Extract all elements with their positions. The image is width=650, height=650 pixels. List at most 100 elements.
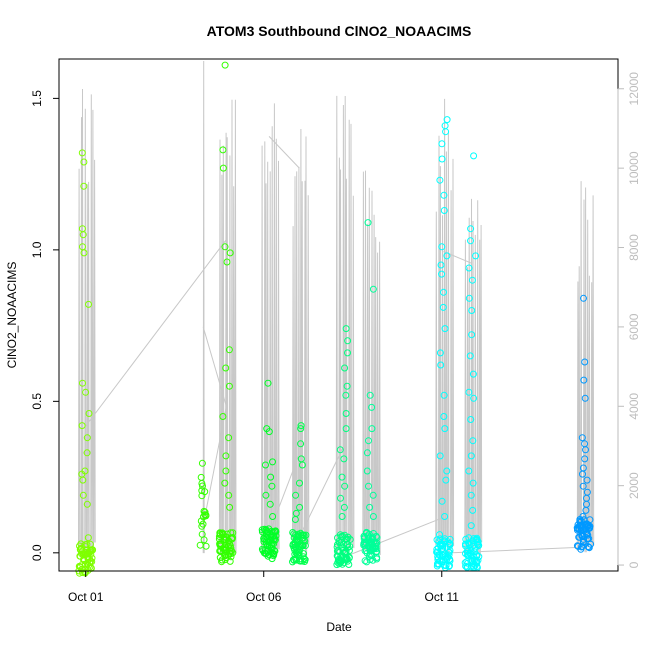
data-point <box>369 513 377 520</box>
data-point <box>271 547 279 555</box>
data-point <box>221 243 229 251</box>
data-point <box>341 482 349 490</box>
data-point <box>196 541 204 549</box>
data-point <box>464 559 472 567</box>
data-point <box>225 382 233 390</box>
data-point <box>467 452 475 460</box>
data-point <box>369 491 377 499</box>
data-point <box>440 191 448 199</box>
data-point <box>222 452 230 460</box>
data-point <box>342 548 350 556</box>
data-point <box>434 544 442 552</box>
data-point <box>443 467 451 475</box>
transit-line <box>268 136 300 169</box>
data-point <box>475 553 483 561</box>
data-points <box>75 61 595 577</box>
data-point <box>266 537 274 545</box>
data-point <box>366 551 374 559</box>
data-point <box>469 370 477 378</box>
data-point <box>83 500 91 508</box>
data-point <box>88 546 96 554</box>
data-point <box>83 434 91 442</box>
data-point <box>221 479 229 487</box>
data-point <box>226 249 234 257</box>
data-point <box>442 476 450 484</box>
data-point <box>336 446 344 454</box>
transit-line <box>268 453 300 534</box>
data-point <box>344 349 351 357</box>
data-point <box>436 531 444 539</box>
data-point <box>465 467 473 475</box>
data-point <box>215 533 223 540</box>
data-point <box>440 391 448 399</box>
data-point <box>579 470 586 478</box>
data-point <box>366 391 374 399</box>
data-point <box>344 533 352 541</box>
altitude-trace <box>202 60 205 554</box>
altitude-trace <box>335 95 355 554</box>
data-point <box>343 382 351 390</box>
data-point <box>85 410 93 417</box>
altitude-trace <box>292 128 310 557</box>
data-point <box>291 541 299 549</box>
data-point <box>471 561 479 569</box>
data-point <box>265 542 273 550</box>
data-point <box>200 507 208 515</box>
data-point <box>265 428 273 436</box>
data-point <box>202 542 210 550</box>
data-point <box>467 522 475 530</box>
data-point <box>585 544 593 552</box>
y-axis-label: ClNO2_NOAACIMS <box>5 262 19 369</box>
data-point <box>346 542 354 550</box>
data-point <box>83 449 91 457</box>
data-point <box>436 535 444 543</box>
y2-tick-label: 0 <box>627 561 641 568</box>
data-point <box>434 560 442 568</box>
altitude-trace <box>464 198 483 557</box>
data-point <box>464 549 472 557</box>
data-point <box>292 491 300 499</box>
data-point <box>586 516 594 524</box>
data-point <box>445 548 453 556</box>
data-point <box>467 416 475 423</box>
data-point <box>79 476 87 484</box>
data-point <box>585 525 592 533</box>
data-point <box>467 491 475 499</box>
data-point <box>300 536 308 544</box>
data-point <box>446 557 454 565</box>
data-point <box>365 437 372 445</box>
data-point <box>438 140 446 148</box>
data-point <box>80 158 88 166</box>
data-point <box>340 559 348 567</box>
data-point <box>218 558 226 566</box>
data-point <box>433 545 441 553</box>
data-point <box>198 459 206 467</box>
data-point <box>344 337 352 345</box>
data-point <box>342 425 350 433</box>
y-tick-label: 1.0 <box>30 241 44 258</box>
data-point <box>338 473 346 481</box>
data-point <box>76 552 84 560</box>
altitude-trace <box>261 103 280 557</box>
data-point <box>219 164 227 172</box>
data-point <box>583 530 591 538</box>
data-point <box>469 437 477 445</box>
data-point <box>436 349 444 357</box>
data-point <box>472 252 480 260</box>
data-point <box>337 494 344 502</box>
y2-tick-label: 2000 <box>627 472 641 499</box>
data-point <box>466 549 474 557</box>
data-point <box>436 551 444 559</box>
transit-line <box>343 516 444 558</box>
data-point <box>82 388 90 396</box>
data-point <box>226 542 234 550</box>
data-point <box>583 476 591 484</box>
data-point <box>463 563 471 571</box>
data-point <box>216 540 224 548</box>
data-point <box>473 551 481 559</box>
data-point <box>87 550 95 558</box>
data-point <box>580 535 588 543</box>
data-point <box>363 449 371 457</box>
y-tick-label: 0.5 <box>30 393 44 410</box>
data-point <box>296 503 304 511</box>
